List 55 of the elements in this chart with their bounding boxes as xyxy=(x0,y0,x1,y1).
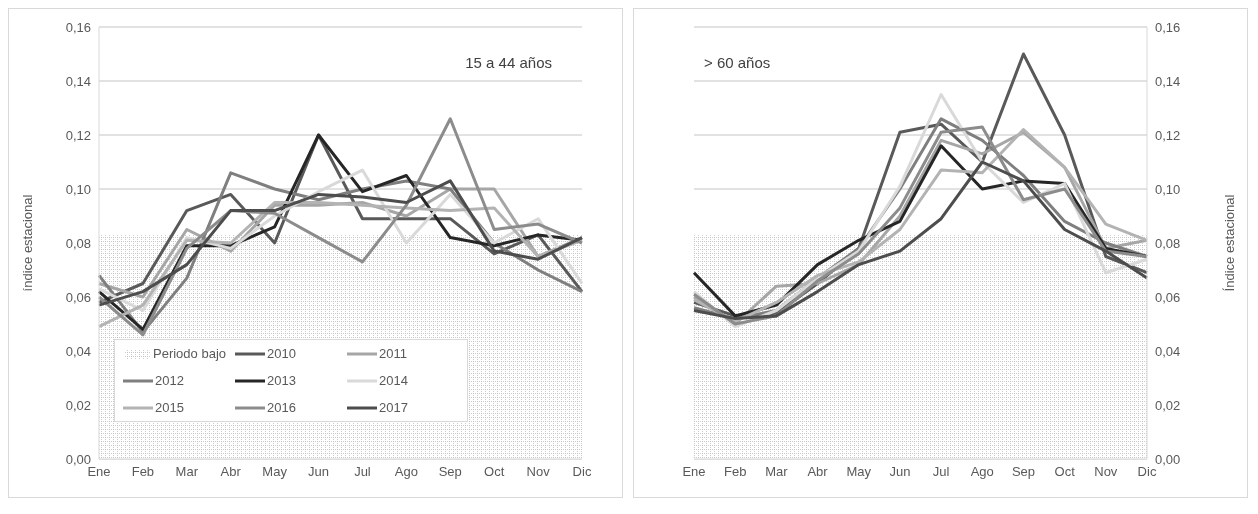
x-tick-label: Oct xyxy=(1054,464,1076,480)
x-tick-label: Nov xyxy=(526,464,551,480)
y-tick-label: 0,16 xyxy=(65,19,91,35)
x-tick-label: Ene xyxy=(87,464,111,480)
y2-tick-label: 0,14 xyxy=(1155,73,1181,89)
x-tick-label: Jun xyxy=(308,464,330,480)
x-tick-label: Dic xyxy=(572,464,592,480)
y2-tick-label: 0,06 xyxy=(1155,289,1181,305)
annotation: > 60 años xyxy=(704,54,771,71)
x-tick-label: Mar xyxy=(765,464,789,480)
legend-label: 2012 xyxy=(155,373,184,388)
legend-label: 2016 xyxy=(267,400,296,415)
x-tick-label: Ene xyxy=(682,464,706,480)
y-tick-label: 0,08 xyxy=(65,235,91,251)
x-tick-label: Mar xyxy=(175,464,199,480)
y2-tick-label: 0,04 xyxy=(1155,343,1181,359)
x-tick-label: Jul xyxy=(932,464,950,480)
x-tick-label: Sep xyxy=(1011,464,1036,480)
y-tick-label: 0,06 xyxy=(65,289,91,305)
x-tick-label: Sep xyxy=(438,464,462,480)
x-tick-label: Abr xyxy=(807,464,829,480)
legend-label: Periodo bajo xyxy=(153,346,226,361)
y2-tick-label: 0,00 xyxy=(1155,451,1181,467)
x-tick-label: Jul xyxy=(354,464,371,480)
x-tick-label: Oct xyxy=(484,464,505,480)
x-tick-label: Ago xyxy=(394,464,418,480)
x-tick-label: Nov xyxy=(1094,464,1118,480)
y2-tick-label: 0,16 xyxy=(1155,19,1181,35)
y-tick-label: 0,02 xyxy=(65,397,91,413)
legend-label: 2011 xyxy=(379,346,407,361)
legend-label: 2014 xyxy=(379,373,408,388)
y2-tick-label: 0,02 xyxy=(1155,397,1181,413)
y-axis-title: índice estacional xyxy=(19,194,35,292)
y-tick-label: 0,04 xyxy=(65,343,91,359)
y2-tick-label: 0,12 xyxy=(1155,127,1181,143)
x-tick-label: Abr xyxy=(220,464,242,480)
y-tick-label: 0,12 xyxy=(65,127,91,143)
y2-tick-label: 0,10 xyxy=(1155,181,1181,197)
legend-label: 2015 xyxy=(155,400,184,415)
y2-tick-label: 0,08 xyxy=(1155,235,1181,251)
x-tick-label: Dic xyxy=(1137,464,1157,480)
y-tick-label: 0,00 xyxy=(65,451,91,467)
y-tick-label: 0,14 xyxy=(65,73,91,89)
y2-axis-title: Índice estacional xyxy=(1221,194,1237,292)
x-tick-label: May xyxy=(262,464,288,480)
x-tick-label: Feb xyxy=(723,464,747,480)
annotation: 15 a 44 años xyxy=(465,54,552,71)
y-tick-label: 0,10 xyxy=(65,181,91,197)
x-tick-label: Jun xyxy=(889,464,911,480)
legend-label: 2013 xyxy=(267,373,296,388)
x-tick-label: Ago xyxy=(970,464,994,480)
legend-label: 2010 xyxy=(267,346,296,361)
x-tick-label: Feb xyxy=(131,464,155,480)
x-tick-label: May xyxy=(846,464,872,480)
legend-label: 2017 xyxy=(379,400,408,415)
